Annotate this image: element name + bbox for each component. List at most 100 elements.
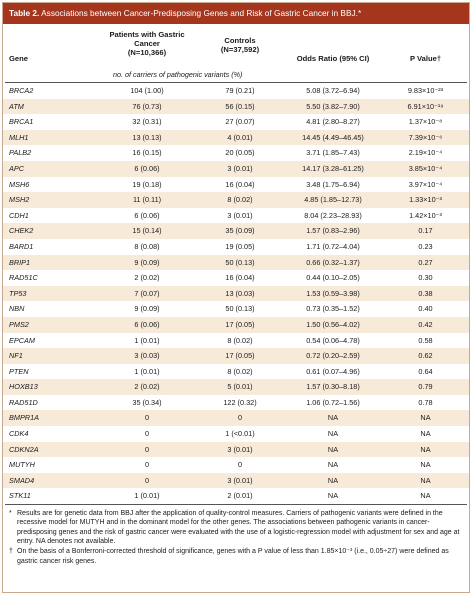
cell-patients: 0: [144, 413, 150, 423]
table-row: BMPR1A 0 0 NA NA: [3, 410, 469, 427]
table-row: PMS2 6 (0.06) 17 (0.05) 1.50 (0.56–4.02) 0.4…: [3, 316, 469, 333]
cell-gene: RAD51D: [9, 397, 38, 407]
cell-controls: 56 (0.15): [225, 101, 255, 111]
header-divider: [5, 82, 467, 83]
cell-odds-ratio: 0.72 (0.20–2.59): [306, 351, 360, 361]
table-row: CDH1 6 (0.06) 3 (0.01) 8.04 (2.23–28.93) 1.4…: [3, 208, 469, 224]
cell-gene: HOXB13: [9, 382, 38, 392]
footnote-star-mark: *: [9, 510, 12, 518]
cell-patients: 76 (0.73): [132, 101, 162, 111]
cell-odds-ratio: 5.50 (3.82–7.90): [306, 101, 360, 111]
table-row: BRCA1 32 (0.31) 27 (0.07) 4.81 (2.80–8.27) 1…: [3, 114, 469, 130]
cell-patients: 16 (0.15): [132, 148, 162, 158]
cell-patients: 0: [144, 460, 150, 470]
cell-p-value: 0.62: [418, 351, 433, 361]
cell-controls: 13 (0.03): [225, 288, 255, 298]
cell-p-value: NA: [420, 491, 431, 501]
table-row: BRCA2 104 (1.00) 79 (0.21) 5.08 (3.72–6.94)…: [3, 83, 469, 99]
cell-gene: APC: [9, 163, 25, 173]
cell-gene: BRCA1: [9, 117, 34, 127]
table-row: APC 6 (0.06) 3 (0.01) 14.17 (3.28–61.25) 3.8…: [3, 160, 469, 177]
cell-gene: BMPR1A: [9, 413, 40, 423]
cell-gene: PALB2: [9, 148, 32, 158]
cell-odds-ratio: 1.57 (0.83–2.96): [306, 226, 360, 236]
cell-patients: 1 (0.01): [134, 335, 160, 345]
cell-controls: 0: [237, 460, 243, 470]
cell-odds-ratio: NA: [327, 413, 339, 423]
cell-p-value: 9.83×10⁻²³: [407, 86, 444, 95]
cell-patients: 35 (0.34): [132, 397, 162, 407]
cell-odds-ratio: 8.04 (2.23–28.93): [304, 210, 362, 220]
cell-patients: 19 (0.18): [132, 179, 162, 189]
cell-patients: 6 (0.06): [134, 319, 160, 329]
cell-odds-ratio: 14.17 (3.28–61.25): [302, 163, 364, 173]
cell-patients: 1 (0.01): [134, 491, 160, 501]
footnote-dagger: † On the basis of a Bonferroni-corrected…: [9, 547, 463, 566]
cell-controls: 50 (0.13): [225, 304, 255, 314]
cell-controls: 5 (0.01): [227, 382, 253, 392]
cell-odds-ratio: 0.44 (0.10–2.05): [306, 273, 360, 283]
cell-patients: 11 (0.11): [132, 195, 162, 205]
table-row: HOXB13 2 (0.02) 5 (0.01) 1.57 (0.30–8.18) 0.…: [3, 379, 469, 395]
cell-patients: 0: [144, 429, 150, 439]
cell-gene: PMS2: [9, 319, 29, 329]
cell-odds-ratio: 0.61 (0.07–4.96): [306, 366, 360, 376]
header-patients-n: (N=10,366): [127, 48, 167, 57]
cell-p-value: 1.42×10⁻³: [409, 210, 442, 220]
cell-gene: BRCA2: [9, 86, 34, 95]
cell-odds-ratio: 0.66 (0.32–1.37): [306, 257, 360, 267]
cell-p-value: 7.39×10⁻⁶: [408, 132, 443, 142]
cell-odds-ratio: 1.71 (0.72–4.04): [306, 241, 360, 251]
table-title-bar: Table 2. Associations between Cancer-Pre…: [3, 3, 469, 24]
cell-odds-ratio: 1.57 (0.30–8.18): [306, 382, 360, 392]
cell-patients: 9 (0.09): [134, 304, 160, 314]
cell-controls: 50 (0.13): [225, 257, 255, 267]
cell-gene: MLH1: [9, 132, 29, 142]
cell-patients: 0: [144, 475, 150, 485]
table-row: MLH1 13 (0.13) 4 (0.01) 14.45 (4.49–46.45) 7…: [3, 129, 469, 146]
cell-controls: 8 (0.02): [227, 335, 253, 345]
table-title: Associations between Cancer-Predisposing…: [41, 8, 362, 18]
table-figure: Table 2. Associations between Cancer-Pre…: [2, 2, 470, 593]
cell-p-value: 0.38: [418, 288, 433, 298]
cell-patients: 2 (0.02): [134, 273, 160, 283]
cell-patients: 6 (0.06): [134, 163, 160, 173]
header-patients: Patients with Gastric Cancer (N=10,366): [99, 30, 195, 57]
table-row: TP53 7 (0.07) 13 (0.03) 1.53 (0.59–3.98) 0.3…: [3, 285, 469, 302]
cell-odds-ratio: NA: [327, 429, 339, 439]
cell-p-value: 3.97×10⁻⁴: [408, 179, 443, 189]
table-row: ATM 76 (0.73) 56 (0.15) 5.50 (3.82–7.90) 6.9…: [3, 98, 469, 115]
cell-controls: 3 (0.01): [227, 210, 253, 220]
units-subheader: no. of carriers of pathogenic variants (…: [113, 70, 243, 79]
table-row: CHEK2 15 (0.14) 35 (0.09) 1.57 (0.83–2.96) 0…: [3, 223, 469, 239]
cell-patients: 13 (0.13): [132, 132, 162, 142]
cell-patients: 9 (0.09): [134, 257, 160, 267]
cell-controls: 8 (0.02): [227, 366, 253, 376]
table-row: RAD51C 2 (0.02) 16 (0.04) 0.44 (0.10–2.05) 0…: [3, 270, 469, 286]
cell-odds-ratio: 3.71 (1.85–7.43): [306, 148, 360, 158]
cell-odds-ratio: NA: [327, 460, 339, 470]
cell-p-value: 0.27: [418, 257, 433, 267]
cell-odds-ratio: 1.06 (0.72–1.56): [306, 397, 360, 407]
cell-p-value: 1.37×10⁻⁸: [408, 117, 443, 127]
cell-gene: TP53: [9, 288, 27, 298]
cell-gene: MUTYH: [9, 460, 35, 470]
cell-controls: 17 (0.05): [225, 351, 255, 361]
table-row: EPCAM 1 (0.01) 8 (0.02) 0.54 (0.06–4.78) 0.5…: [3, 333, 469, 349]
cell-gene: CDH1: [9, 210, 29, 220]
header-odds-ratio: Odds Ratio (95% CI): [296, 54, 370, 63]
cell-gene: NF1: [9, 351, 23, 361]
cell-p-value: 3.85×10⁻⁴: [408, 163, 443, 173]
table-row: STK11 1 (0.01) 2 (0.01) NA NA: [3, 488, 469, 504]
cell-gene: BARD1: [9, 241, 34, 251]
cell-odds-ratio: 1.50 (0.56–4.02): [306, 319, 360, 329]
cell-controls: 27 (0.07): [225, 117, 255, 127]
cell-p-value: 6.91×10⁻¹⁹: [407, 101, 444, 111]
cell-controls: 3 (0.01): [227, 163, 253, 173]
cell-controls: 2 (0.01): [227, 491, 253, 501]
cell-gene: CDK4: [9, 429, 29, 439]
cell-p-value: 2.19×10⁻⁴: [408, 148, 443, 158]
cell-patients: 1 (0.01): [134, 366, 160, 376]
cell-patients: 2 (0.02): [134, 382, 160, 392]
cell-gene: PTEN: [9, 366, 29, 376]
